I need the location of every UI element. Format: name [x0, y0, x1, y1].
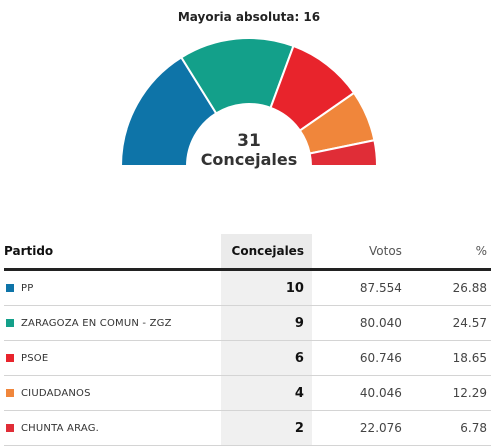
party-color-swatch	[6, 388, 14, 397]
votes-cell: 40.046	[311, 375, 406, 411]
table-header-row: Partido Concejales Votos %	[4, 234, 491, 271]
party-color-swatch	[6, 423, 14, 432]
seats-cell: 6	[220, 340, 312, 376]
total-seats-number: 31	[237, 131, 261, 151]
party-color-swatch	[6, 283, 14, 292]
party-name: PP	[21, 282, 34, 294]
party-cell: CHUNTA ARAG.	[4, 410, 221, 446]
seats-cell: 4	[220, 375, 312, 411]
party-name: CHUNTA ARAG.	[21, 422, 100, 434]
table-row: PSOE 6 60.746 18.65	[4, 340, 491, 376]
total-seats-label: Concejales	[201, 150, 298, 169]
results-table: Partido Concejales Votos % PP 10 87.554 26.…	[4, 234, 491, 446]
table-row: CHUNTA ARAG. 2 22.076 6.78	[4, 410, 491, 446]
party-name: ZARAGOZA EN COMUN - ZGZ	[21, 317, 172, 329]
party-name: CIUDADANOS	[21, 387, 91, 399]
hemicycle-chart: 31 Concejales	[119, 37, 379, 169]
pct-cell: 18.65	[405, 340, 491, 376]
votes-cell: 87.554	[311, 269, 406, 306]
votes-cell: 80.040	[311, 305, 406, 341]
seats-cell: 10	[220, 269, 312, 306]
party-color-swatch	[6, 353, 14, 362]
header-seats: Concejales	[220, 234, 312, 271]
party-cell: PP	[4, 269, 221, 306]
party-color-swatch	[6, 318, 14, 327]
header-votes: Votos	[311, 234, 406, 271]
party-cell: PSOE	[4, 340, 221, 376]
votes-cell: 22.076	[311, 410, 406, 446]
seat-segment-4	[308, 139, 379, 167]
table-row: PP 10 87.554 26.88	[4, 269, 491, 306]
pct-cell: 24.57	[405, 305, 491, 341]
majority-label: Mayoria absoluta: 16	[177, 10, 321, 24]
header-pct: %	[405, 234, 491, 271]
party-name: PSOE	[21, 352, 49, 364]
votes-cell: 60.746	[311, 340, 406, 376]
table-row: CIUDADANOS 4 40.046 12.29	[4, 375, 491, 411]
pct-cell: 6.78	[405, 410, 491, 446]
party-cell: CIUDADANOS	[4, 375, 221, 411]
header-party: Partido	[4, 234, 221, 271]
table-row: ZARAGOZA EN COMUN - ZGZ 9 80.040 24.57	[4, 305, 491, 341]
party-cell: ZARAGOZA EN COMUN - ZGZ	[4, 305, 221, 341]
pct-cell: 12.29	[405, 375, 491, 411]
pct-cell: 26.88	[405, 269, 491, 306]
seats-cell: 2	[220, 410, 312, 446]
seats-cell: 9	[220, 305, 312, 341]
